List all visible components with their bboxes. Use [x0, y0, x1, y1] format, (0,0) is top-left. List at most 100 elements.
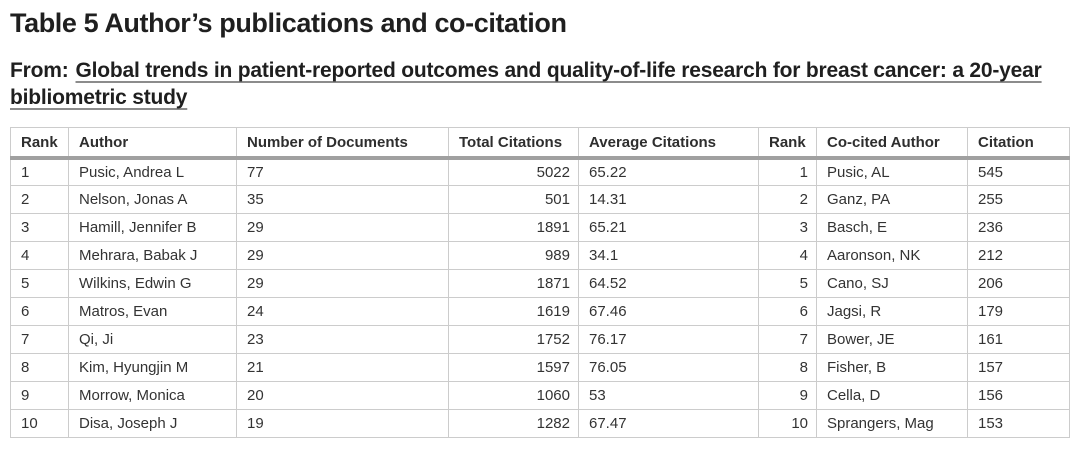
table-cell: 53 — [578, 381, 759, 411]
table-cell: Pusic, AL — [816, 157, 968, 187]
column-header-6: Co-cited Author — [816, 126, 968, 160]
table-cell: 6 — [758, 297, 817, 327]
table-cell: 10 — [758, 409, 817, 439]
table-cell: 2 — [758, 185, 817, 215]
table-cell: 67.46 — [578, 297, 759, 327]
table-cell: 1619 — [448, 297, 579, 327]
column-header-3: Total Citations — [448, 126, 579, 160]
table-cell: 20 — [236, 381, 449, 411]
column-header-4: Average Citations — [578, 126, 759, 160]
table-cell: 206 — [967, 269, 1070, 299]
table-cell: 1282 — [448, 409, 579, 439]
table-cell: 7 — [10, 325, 69, 355]
table-cell: 4 — [758, 241, 817, 271]
table-cell: 2 — [10, 185, 69, 215]
table-cell: Morrow, Monica — [68, 381, 237, 411]
table-row: 8 Kim, Hyungjin M 21 1597 76.05 8 Fisher, B 157 — [10, 353, 1070, 383]
table-cell: Qi, Ji — [68, 325, 237, 355]
table-cell: 64.52 — [578, 269, 759, 299]
table-cell: 24 — [236, 297, 449, 327]
table-cell: 1752 — [448, 325, 579, 355]
table-cell: 10 — [10, 409, 69, 439]
table-cell: 236 — [967, 213, 1070, 243]
table-cell: Disa, Joseph J — [68, 409, 237, 439]
table-cell: Sprangers, Mag — [816, 409, 968, 439]
table-row: 7 Qi, Ji 23 1752 76.17 7 Bower, JE 161 — [10, 325, 1070, 355]
table-cell: 156 — [967, 381, 1070, 411]
table-cell: 5 — [10, 269, 69, 299]
table-cell: Mehrara, Babak J — [68, 241, 237, 271]
table-cell: Cano, SJ — [816, 269, 968, 299]
table-body: 1 Pusic, Andrea L 77 5022 65.22 1 Pusic, AL 545… — [10, 157, 1070, 439]
table-row: 6 Matros, Evan 24 1619 67.46 6 Jagsi, R 179 — [10, 297, 1070, 327]
table-cell: 255 — [967, 185, 1070, 215]
table-cell: 5 — [758, 269, 817, 299]
table-cell: 212 — [967, 241, 1070, 271]
table-cell: Basch, E — [816, 213, 968, 243]
table-cell: 545 — [967, 157, 1070, 187]
table-cell: 8 — [10, 353, 69, 383]
table-cell: 67.47 — [578, 409, 759, 439]
table-cell: Hamill, Jennifer B — [68, 213, 237, 243]
table-row: 5 Wilkins, Edwin G 29 1871 64.52 5 Cano, SJ 206 — [10, 269, 1070, 299]
table-cell: 76.17 — [578, 325, 759, 355]
table-cell: 21 — [236, 353, 449, 383]
table-row: 2 Nelson, Jonas A 35 501 14.31 2 Ganz, PA 255 — [10, 185, 1070, 215]
source-article-link[interactable]: Global trends in patient-reported outcom… — [10, 59, 1042, 110]
table-cell: 35 — [236, 185, 449, 215]
table-cell: 4 — [10, 241, 69, 271]
table-row: 10 Disa, Joseph J 19 1282 67.47 10 Sprangers, … — [10, 409, 1070, 439]
table-cell: 65.22 — [578, 157, 759, 187]
table-head: Rank Author Number of Documents Total Citat… — [10, 126, 1070, 160]
table-cell: 8 — [758, 353, 817, 383]
table-cell: 19 — [236, 409, 449, 439]
table-cell: 3 — [10, 213, 69, 243]
table-cell: 6 — [10, 297, 69, 327]
table-cell: 153 — [967, 409, 1070, 439]
from-label: From: — [10, 59, 69, 83]
table-cell: Bower, JE — [816, 325, 968, 355]
table-cell: Aaronson, NK — [816, 241, 968, 271]
table-cell: Pusic, Andrea L — [68, 157, 237, 187]
table-cell: 29 — [236, 213, 449, 243]
table-cell: 1871 — [448, 269, 579, 299]
table-cell: Ganz, PA — [816, 185, 968, 215]
source-line: From: Global trends in patient-reported o… — [10, 57, 1062, 112]
table-cell: 161 — [967, 325, 1070, 355]
table-cell: 9 — [10, 381, 69, 411]
table-cell: Kim, Hyungjin M — [68, 353, 237, 383]
table-cell: 9 — [758, 381, 817, 411]
table-cell: Matros, Evan — [68, 297, 237, 327]
table-cell: 3 — [758, 213, 817, 243]
table-cell: 1060 — [448, 381, 579, 411]
table-cell: Wilkins, Edwin G — [68, 269, 237, 299]
table-cell: 34.1 — [578, 241, 759, 271]
table-row: 4 Mehrara, Babak J 29 989 34.1 4 Aaronson, NK 2… — [10, 241, 1070, 271]
table-cell: Cella, D — [816, 381, 968, 411]
table-cell: 14.31 — [578, 185, 759, 215]
table-cell: 77 — [236, 157, 449, 187]
table-cell: 29 — [236, 269, 449, 299]
table-cell: Jagsi, R — [816, 297, 968, 327]
table-cell: 1597 — [448, 353, 579, 383]
table-cell: 1 — [10, 157, 69, 187]
table-cell: 65.21 — [578, 213, 759, 243]
column-header-5: Rank — [758, 126, 817, 160]
table-cell: 1 — [758, 157, 817, 187]
column-header-2: Number of Documents — [236, 126, 449, 160]
table-cell: Fisher, B — [816, 353, 968, 383]
column-header-7: Citation — [967, 126, 1070, 160]
table-cell: 179 — [967, 297, 1070, 327]
table-row: 1 Pusic, Andrea L 77 5022 65.22 1 Pusic, AL 545 — [10, 157, 1070, 187]
column-header-0: Rank — [10, 126, 69, 160]
table-cell: 7 — [758, 325, 817, 355]
column-header-1: Author — [68, 126, 237, 160]
table-header-row: Rank Author Number of Documents Total Citat… — [10, 126, 1070, 160]
table-cell: 501 — [448, 185, 579, 215]
table-cell: 1891 — [448, 213, 579, 243]
table-cell: 29 — [236, 241, 449, 271]
authors-publications-table: Rank Author Number of Documents Total Citat… — [10, 126, 1070, 439]
table-cell: 23 — [236, 325, 449, 355]
